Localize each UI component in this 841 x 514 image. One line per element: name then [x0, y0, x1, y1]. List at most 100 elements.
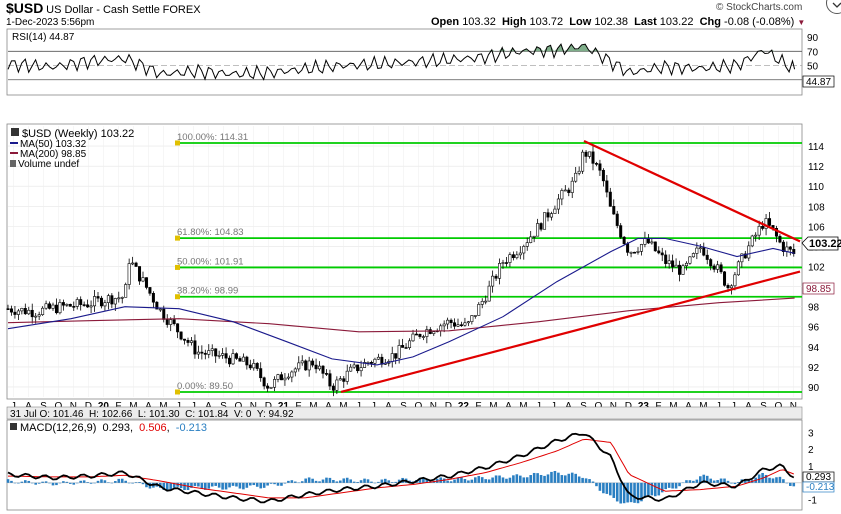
candle-body	[626, 243, 630, 253]
candle-body	[695, 247, 699, 254]
macd-hist-bar	[304, 478, 307, 483]
macd-hist-bar	[103, 480, 107, 483]
candle-body	[16, 310, 20, 315]
macd-hist-bar	[82, 480, 86, 483]
candle-body	[20, 308, 24, 312]
fib-marker	[175, 140, 180, 146]
macd-hist-bar	[560, 475, 564, 483]
xtick-label: A	[385, 401, 392, 412]
macd-hist-bar	[525, 477, 529, 483]
candle-body	[543, 212, 547, 230]
candle-body	[629, 251, 633, 254]
candle-body	[761, 225, 765, 229]
macd-hist-bar	[62, 481, 65, 483]
candle-body	[605, 180, 609, 193]
macd-hist-bar	[214, 482, 217, 486]
xtick-label: M	[339, 401, 347, 412]
price-ytick-label: 96	[808, 323, 820, 334]
macd-hist-bar	[695, 479, 699, 483]
candle-body	[466, 321, 470, 324]
macd-hist-bar	[598, 482, 602, 491]
fib-label: 38.20%: 98.99	[177, 286, 238, 297]
candle-body	[622, 236, 626, 245]
macd-hist-bar	[577, 476, 581, 483]
xtick-label: 20	[98, 401, 110, 412]
candle-body	[421, 336, 425, 338]
candle-body	[425, 329, 429, 337]
candle-body	[754, 234, 758, 237]
candle-body	[331, 385, 335, 391]
candle-body	[51, 304, 55, 309]
candle-body	[740, 253, 744, 263]
macd-hist-bar	[564, 475, 567, 483]
xtick-label: M	[309, 401, 317, 412]
macd-hist-bar	[529, 475, 532, 483]
collapse-button[interactable]	[826, 0, 841, 14]
macd-line	[7, 432, 795, 504]
macd-hist-bar	[190, 482, 193, 488]
candle-body	[359, 367, 363, 372]
macd-hist-bar	[204, 482, 207, 490]
macd-hist-bar	[134, 482, 138, 483]
macd-hist-bar	[654, 482, 657, 497]
candle-body	[747, 245, 751, 259]
candle-body	[598, 163, 602, 171]
ohlc-readout: Open 103.32 High 103.72 Low 102.38 Last …	[431, 16, 806, 28]
candle-body	[30, 309, 34, 318]
candle-body	[743, 253, 747, 259]
macd-ytick-label: 1	[808, 462, 814, 473]
macd-hist-bar	[581, 477, 584, 483]
macd-hist-bar	[51, 482, 55, 486]
macd-hist-bar	[280, 482, 283, 486]
macd-hist-bar	[550, 471, 553, 483]
macd-hist-bar	[349, 479, 352, 483]
candle-body	[41, 307, 45, 315]
candle-body	[37, 314, 41, 317]
xtick-label: J	[536, 401, 541, 412]
candle-body	[532, 235, 536, 238]
xtick-label: S	[40, 401, 47, 412]
macd-hist-bar	[692, 480, 695, 483]
candle-body	[768, 218, 772, 226]
candle-body	[255, 363, 259, 369]
macd-hist-bar	[249, 482, 252, 486]
candle-body	[511, 254, 515, 259]
macd-hist-bar	[93, 482, 96, 484]
macd-hist-bar	[764, 474, 768, 483]
macd-hist-bar	[75, 482, 79, 484]
candle-body	[189, 340, 193, 343]
macd-hist-bar	[300, 481, 304, 483]
macd-hist-bar	[792, 482, 796, 487]
fib-marker	[175, 264, 180, 270]
svg-text:MACD(12,26,9) 0.293,: MACD(12,26,9) 0.293, 0.506, -0.213	[20, 422, 207, 434]
candle-body	[318, 365, 322, 370]
xtick-label: A	[505, 401, 512, 412]
macd-hist-bar	[612, 482, 616, 498]
candle-body	[643, 238, 647, 245]
macd-hist-bar	[124, 480, 127, 483]
macd-hist-bar	[314, 480, 318, 483]
macd-hist-bar	[567, 473, 571, 483]
candle-body	[432, 331, 436, 334]
macd-ytick-label: 2	[808, 445, 814, 456]
macd-hist-bar	[460, 477, 463, 483]
candle-body	[553, 208, 557, 214]
candle-body	[345, 370, 349, 382]
xtick-label: D	[625, 401, 632, 412]
candle-body	[141, 277, 145, 282]
xtick-label: J	[371, 401, 376, 412]
candle-body	[508, 254, 512, 263]
volume-legend-swatch	[10, 160, 16, 167]
macd-hist-bar	[366, 479, 370, 483]
candle-body	[179, 331, 183, 340]
candle-body	[144, 277, 148, 288]
xtick-label: M	[699, 401, 707, 412]
candle-body	[525, 242, 529, 247]
candle-body	[459, 324, 463, 327]
candle-body	[428, 329, 432, 334]
macd-hist-bar	[508, 477, 512, 483]
macd-hist-bar	[197, 482, 200, 487]
macd-hist-bar	[165, 482, 169, 492]
candle-body	[456, 324, 460, 327]
xtick-label: D	[265, 401, 272, 412]
